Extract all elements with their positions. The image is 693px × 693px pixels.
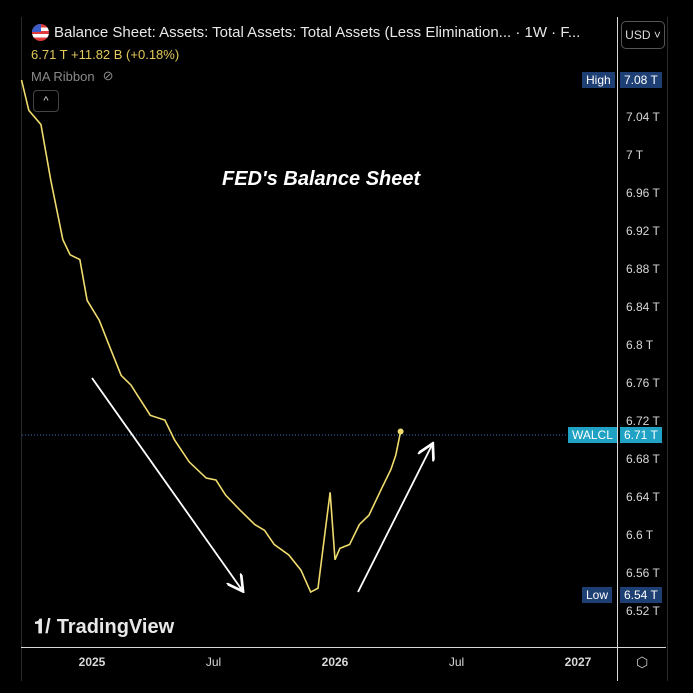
currency-select[interactable]: USD ˅ — [621, 21, 665, 49]
chart-frame — [21, 17, 668, 681]
tradingview-logo-icon: 𝟏/ — [34, 616, 51, 638]
chart-title: FED's Balance Sheet — [222, 168, 421, 190]
y-tick-label: 6.68 T — [626, 452, 660, 466]
low-value: 6.54 T — [620, 587, 662, 603]
x-tick-label: 2027 — [564, 655, 592, 669]
x-tick-label: Jul — [205, 655, 222, 669]
y-tick-label: 7 T — [626, 148, 644, 162]
high-label: High — [586, 73, 611, 87]
y-tick-label: 6.72 T — [626, 414, 660, 428]
y-tick-label: 6.52 T — [626, 604, 660, 618]
series-line-walcl — [20, 79, 402, 594]
x-tick-label: 2026 — [321, 655, 349, 669]
symbol-title: Balance Sheet: Assets: Total Assets: Tot… — [54, 24, 581, 41]
up-arrow — [357, 445, 432, 593]
tradingview-logo: 𝟏/TradingView — [34, 616, 174, 639]
indicator-ma-ribbon[interactable]: MA Ribbon ⊘ — [31, 68, 114, 84]
last-label: WALCL — [568, 427, 617, 443]
last-point — [397, 428, 404, 435]
y-tick-label: 6.84 T — [626, 300, 660, 314]
collapse-button[interactable]: ^ — [33, 90, 59, 112]
us-flag-icon — [32, 24, 49, 41]
y-tick-label: 6.8 T — [626, 338, 654, 352]
eye-hidden-icon[interactable]: ⊘ — [102, 68, 114, 83]
y-tick-label: 6.56 T — [626, 566, 660, 580]
watermark-text: TradingView — [56, 616, 175, 638]
indicator-label: MA Ribbon — [31, 68, 95, 84]
y-tick-label: 6.88 T — [626, 262, 660, 276]
x-tick-label: 2025 — [78, 655, 106, 669]
symbol-header[interactable]: Balance Sheet: Assets: Total Assets: Tot… — [32, 24, 580, 41]
high-value: 7.08 T — [620, 72, 662, 88]
y-tick-label: 6.64 T — [626, 490, 660, 504]
time-axis-divider — [21, 647, 666, 648]
x-tick-label: Jul — [448, 655, 465, 669]
y-tick-label: 6.96 T — [626, 186, 660, 200]
price-change: 6.71 T +11.82 B (+0.18%) — [31, 47, 180, 62]
y-tick-label: 6.92 T — [626, 224, 660, 238]
y-tick-label: 6.6 T — [626, 528, 654, 542]
y-tick-label: 7.04 T — [626, 110, 660, 124]
high-tag: High — [582, 72, 615, 88]
low-label: Low — [582, 587, 613, 603]
settings-icon[interactable]: ⬡ — [636, 654, 649, 670]
last-value: 6.71 T — [620, 427, 662, 443]
price-axis-divider — [617, 17, 618, 681]
down-arrow — [91, 377, 242, 590]
y-tick-label: 6.76 T — [626, 376, 660, 390]
